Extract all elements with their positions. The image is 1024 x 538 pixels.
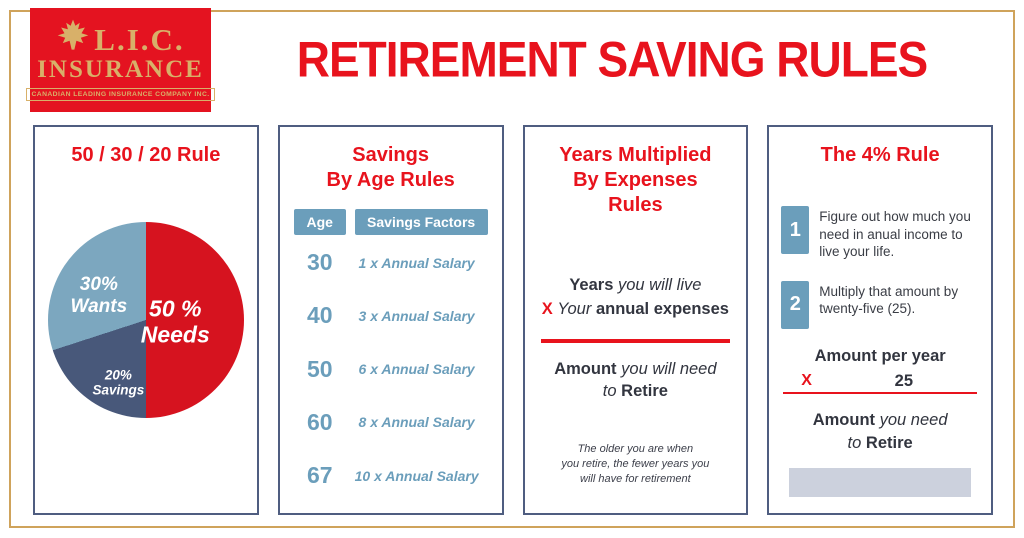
table-row: 40 3 x Annual Salary (294, 302, 488, 329)
needs-label: Needs (140, 321, 210, 348)
column-header-savings-factors: Savings Factors (354, 209, 488, 235)
logo-tagline: CANADIAN LEADING INSURANCE COMPANY INC. (26, 88, 215, 102)
retire-bold: Retire (621, 382, 668, 401)
result-text: Amount you will need to Retire (537, 358, 735, 403)
savings-pct: 20% (104, 367, 132, 383)
expenses-bold: annual expenses (595, 299, 729, 318)
pie-slices (47, 222, 244, 418)
footnote-line-1: The older you are when (577, 443, 694, 456)
table-row: 60 8 x Annual Salary (294, 409, 488, 436)
title-line-1: Years Multiplied (559, 144, 712, 166)
need-italic: you will need (621, 359, 717, 378)
footnote-line-3: will have for retirement (580, 473, 691, 486)
multiply-sign: X (801, 371, 812, 389)
steps-list: 1 Figure out how much you need in anual … (781, 206, 979, 329)
pie-label-needs: 50 % Needs (141, 296, 210, 349)
age-value: 40 (306, 302, 333, 329)
panel-4-percent-title: The 4% Rule (820, 144, 940, 166)
panels-row: 50 / 30 / 20 Rule 50 % Needs 30% Wants 2… (33, 125, 993, 515)
result-text: Amount you need to Retire (781, 409, 979, 454)
age-value: 60 (306, 408, 333, 435)
to-italic: to (847, 433, 862, 452)
factor-value: 1 x Annual Salary (358, 254, 475, 271)
step-1-text: Figure out how much you need in anual in… (819, 209, 971, 260)
savings-label: Savings (92, 382, 145, 398)
multiplication-row: X 25 (781, 371, 979, 390)
age-value: 30 (306, 249, 333, 275)
amount-per-year-label: Amount per year (814, 346, 946, 365)
to-italic: to (602, 382, 617, 401)
panel-savings-by-age-title: Savings By Age Rules (292, 143, 490, 193)
factor-value: 8 x Annual Salary (358, 414, 475, 431)
years-italic: you will live (617, 276, 702, 294)
pie-chart: 50 % Needs 30% Wants 20% Savings (47, 222, 244, 418)
step-2-text: Multiply that amount by twenty-five (25)… (819, 283, 959, 317)
pie-label-wants: 30% Wants (70, 275, 127, 319)
factor-value: 6 x Annual Salary (358, 361, 475, 377)
amount-bold: Amount (812, 411, 876, 430)
multiplier-value: 25 (894, 371, 914, 390)
wants-pct: 30% (79, 274, 118, 296)
age-table-body: 30 1 x Annual Salary 40 3 x Annual Salar… (294, 249, 488, 489)
step-2: 2 Multiply that amount by twenty-five (2… (781, 280, 979, 329)
title-line-3: Rules (608, 194, 663, 216)
retire-bold: Retire (865, 433, 913, 452)
factor-value: 3 x Annual Salary (358, 307, 475, 324)
pie-label-savings: 20% Savings (93, 367, 145, 398)
amount-bold: Amount (554, 359, 617, 378)
panel-50-30-20-title: 50 / 30 / 20 Rule (71, 144, 221, 166)
title-line-2: By Expenses (573, 169, 698, 191)
panel-4-percent-rule: The 4% Rule 1 Figure out how much you ne… (767, 125, 993, 515)
column-header-age: Age (293, 209, 346, 235)
spacer (537, 402, 735, 442)
red-divider-line (783, 391, 977, 395)
footnote-line-2: you retire, the fewer years you (561, 458, 710, 471)
panel-years-x-expenses-title: Years Multiplied By Expenses Rules (537, 143, 735, 218)
formula-text: Years you will live X Your annual expens… (537, 274, 735, 322)
maple-leaf-icon (57, 19, 89, 50)
age-value: 50 (306, 355, 333, 382)
table-row: 50 6 x Annual Salary (294, 356, 488, 383)
age-value: 67 (306, 462, 333, 488)
title-line-2: By Age Rules (326, 169, 455, 191)
table-header: Age Savings Factors (293, 209, 488, 235)
page-title: RETIREMENT SAVING RULES (296, 30, 928, 88)
table-row: 67 10 x Annual Salary (294, 462, 488, 489)
wants-label: Wants (70, 296, 128, 318)
title-line-1: Savings (352, 144, 429, 166)
blank-amount-box (789, 467, 971, 497)
needs-pct: 50 % (149, 295, 202, 322)
years-bold: Years (569, 276, 614, 294)
logo-name: INSURANCE (37, 55, 204, 83)
multiply-sign: X (541, 299, 553, 318)
step-2-number-badge: 2 (781, 280, 810, 329)
panel-years-x-expenses: Years Multiplied By Expenses Rules Years… (522, 125, 749, 515)
red-divider-line (540, 338, 731, 343)
panel-savings-by-age: Savings By Age Rules Age Savings Factors… (277, 125, 504, 515)
step-1: 1 Figure out how much you need in anual … (781, 206, 979, 261)
your-italic: Your (557, 299, 592, 318)
step-1-number-badge: 1 (781, 206, 810, 254)
need-italic: you need (879, 411, 948, 430)
table-row: 30 1 x Annual Salary (294, 249, 488, 276)
lic-logo: L.I.C. INSURANCE CANADIAN LEADING INSURA… (26, 8, 215, 112)
footnote-text: The older you are when you retire, the f… (537, 442, 735, 487)
factor-value: 10 x Annual Salary (354, 467, 479, 484)
panel-50-30-20-rule: 50 / 30 / 20 Rule 50 % Needs 30% Wants 2… (33, 125, 259, 515)
logo-acronym: L.I.C. (94, 21, 185, 57)
logo-top-row: L.I.C. (56, 19, 184, 55)
